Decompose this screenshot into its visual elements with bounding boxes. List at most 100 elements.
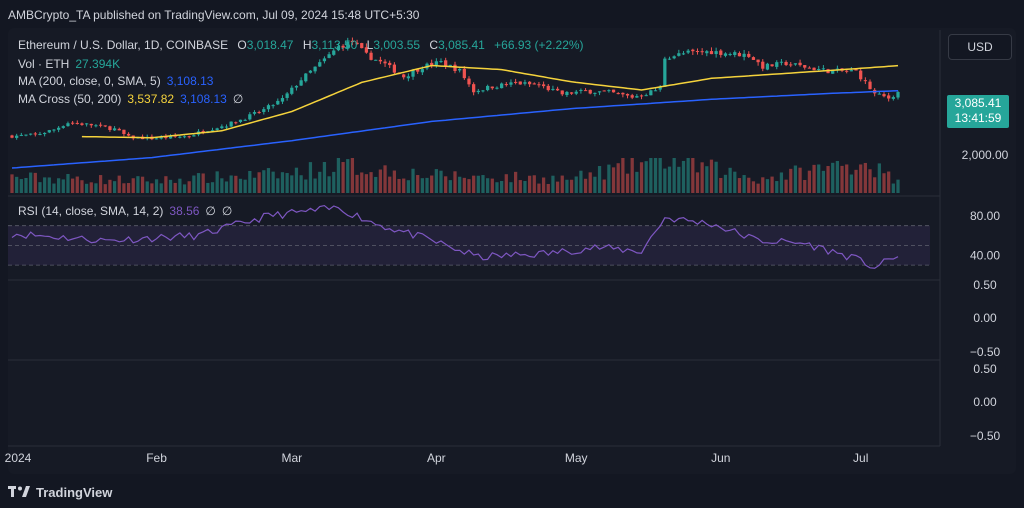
- candle-body: [803, 65, 807, 68]
- volume-bar: [374, 176, 378, 193]
- candle-body: [103, 125, 107, 127]
- candle-body: [444, 60, 448, 66]
- volume-bar: [262, 170, 266, 193]
- volume-bar: [299, 175, 303, 193]
- candle-body: [182, 136, 187, 138]
- chart-frame: [8, 28, 1016, 474]
- candle-body: [75, 122, 79, 124]
- volume-bar: [677, 166, 681, 193]
- candle-body: [784, 61, 788, 66]
- volume-bar: [691, 158, 695, 193]
- volume-bar: [360, 172, 364, 193]
- volume-bar: [126, 183, 131, 193]
- candle-body: [686, 50, 690, 53]
- candle-body: [238, 119, 243, 122]
- candle-body: [462, 68, 466, 79]
- macross-slow-value: 3,108.13: [180, 92, 227, 106]
- candle-body: [89, 123, 93, 126]
- volume-bar: [196, 173, 201, 193]
- candle-body: [187, 136, 191, 138]
- symbol-name[interactable]: Ethereum / U.S. Dollar, 1D, COINBASE: [18, 38, 229, 52]
- volume-bar: [252, 177, 257, 193]
- volume-bar: [560, 175, 564, 193]
- candle-body: [80, 123, 84, 125]
- volume-bar: [761, 177, 765, 193]
- footer[interactable]: TradingView: [8, 482, 112, 502]
- time-axis-label: 2024: [5, 451, 32, 465]
- volume-bar: [276, 178, 280, 193]
- candle-body: [504, 84, 508, 86]
- volume-bar: [458, 176, 462, 193]
- candle-body: [420, 69, 424, 73]
- volume-bar: [150, 183, 154, 193]
- volume-bar: [486, 178, 490, 193]
- candle-body: [19, 134, 23, 136]
- bar-countdown: 13:41:59: [954, 111, 1002, 125]
- volume-bar: [420, 178, 424, 193]
- candle-body: [304, 73, 308, 82]
- candle-body: [672, 56, 676, 59]
- volume-bar: [896, 179, 900, 193]
- volume-bar: [686, 158, 690, 193]
- candle-body: [849, 70, 853, 72]
- volume-bar: [891, 183, 895, 193]
- candle-body: [10, 135, 14, 138]
- candle-body: [490, 86, 494, 89]
- time-axis-label: May: [565, 451, 588, 465]
- volume-bar: [709, 159, 714, 193]
- candle-body: [607, 90, 611, 92]
- volume-bar: [103, 184, 107, 193]
- candle-body: [779, 61, 784, 63]
- candle-body: [24, 134, 28, 136]
- currency-button[interactable]: USD: [948, 34, 1012, 60]
- volume-bar: [402, 178, 406, 193]
- volume-bar: [821, 170, 826, 193]
- legend-macross[interactable]: MA Cross (50, 200) 3,537.82 3,108.13 ∅: [18, 92, 249, 106]
- volume-bar: [751, 181, 756, 193]
- pane-tick-label: 0.00: [973, 311, 997, 325]
- candle-body: [644, 95, 648, 97]
- volume-bar: [565, 179, 569, 193]
- volume-bar: [61, 179, 65, 193]
- candle-body: [350, 40, 355, 43]
- volume-bar: [47, 177, 51, 193]
- volume-bar: [859, 164, 863, 193]
- candle-body: [84, 123, 89, 125]
- volume-bar: [80, 180, 84, 193]
- open-label: O: [237, 38, 247, 52]
- volume-bar: [266, 168, 271, 193]
- candle-body: [546, 85, 550, 91]
- legend-volume[interactable]: Vol · ETH 27.394K: [18, 57, 126, 71]
- volume-bar: [220, 178, 224, 193]
- volume-label: Vol · ETH: [18, 57, 70, 71]
- time-axis-label: Jun: [711, 451, 730, 465]
- pane-tick-label: 0.00: [973, 395, 997, 409]
- volume-bar: [290, 175, 294, 193]
- candle-body: [262, 109, 266, 112]
- pane-tick-label: −0.50: [970, 429, 1001, 443]
- candle-body: [597, 91, 602, 93]
- volume-bar: [625, 173, 630, 193]
- volume-bar: [229, 175, 233, 193]
- candle-body: [434, 61, 438, 65]
- pane-tick-label: 0.50: [973, 362, 997, 376]
- candle-body: [583, 90, 588, 92]
- last-price: 3,085.41: [954, 96, 1002, 110]
- volume-bar: [513, 171, 518, 193]
- volume-bar: [504, 174, 508, 193]
- volume-bar: [602, 179, 606, 193]
- volume-bar: [136, 176, 140, 193]
- candle-body: [360, 43, 364, 49]
- candle-body: [243, 119, 247, 121]
- time-axis-label: Jul: [853, 451, 868, 465]
- candle-body: [276, 100, 280, 105]
- legend-ma[interactable]: MA (200, close, 0, SMA, 5) 3,108.13: [18, 74, 219, 88]
- volume-bar: [593, 176, 597, 193]
- legend-rsi[interactable]: RSI (14, close, SMA, 14, 2) 38.56 ∅ ∅: [18, 204, 238, 218]
- candle-body: [159, 136, 163, 139]
- volume-bar: [383, 165, 387, 193]
- volume-bar: [611, 167, 616, 193]
- tradingview-logo-icon: [8, 486, 30, 497]
- candle-body: [518, 81, 522, 85]
